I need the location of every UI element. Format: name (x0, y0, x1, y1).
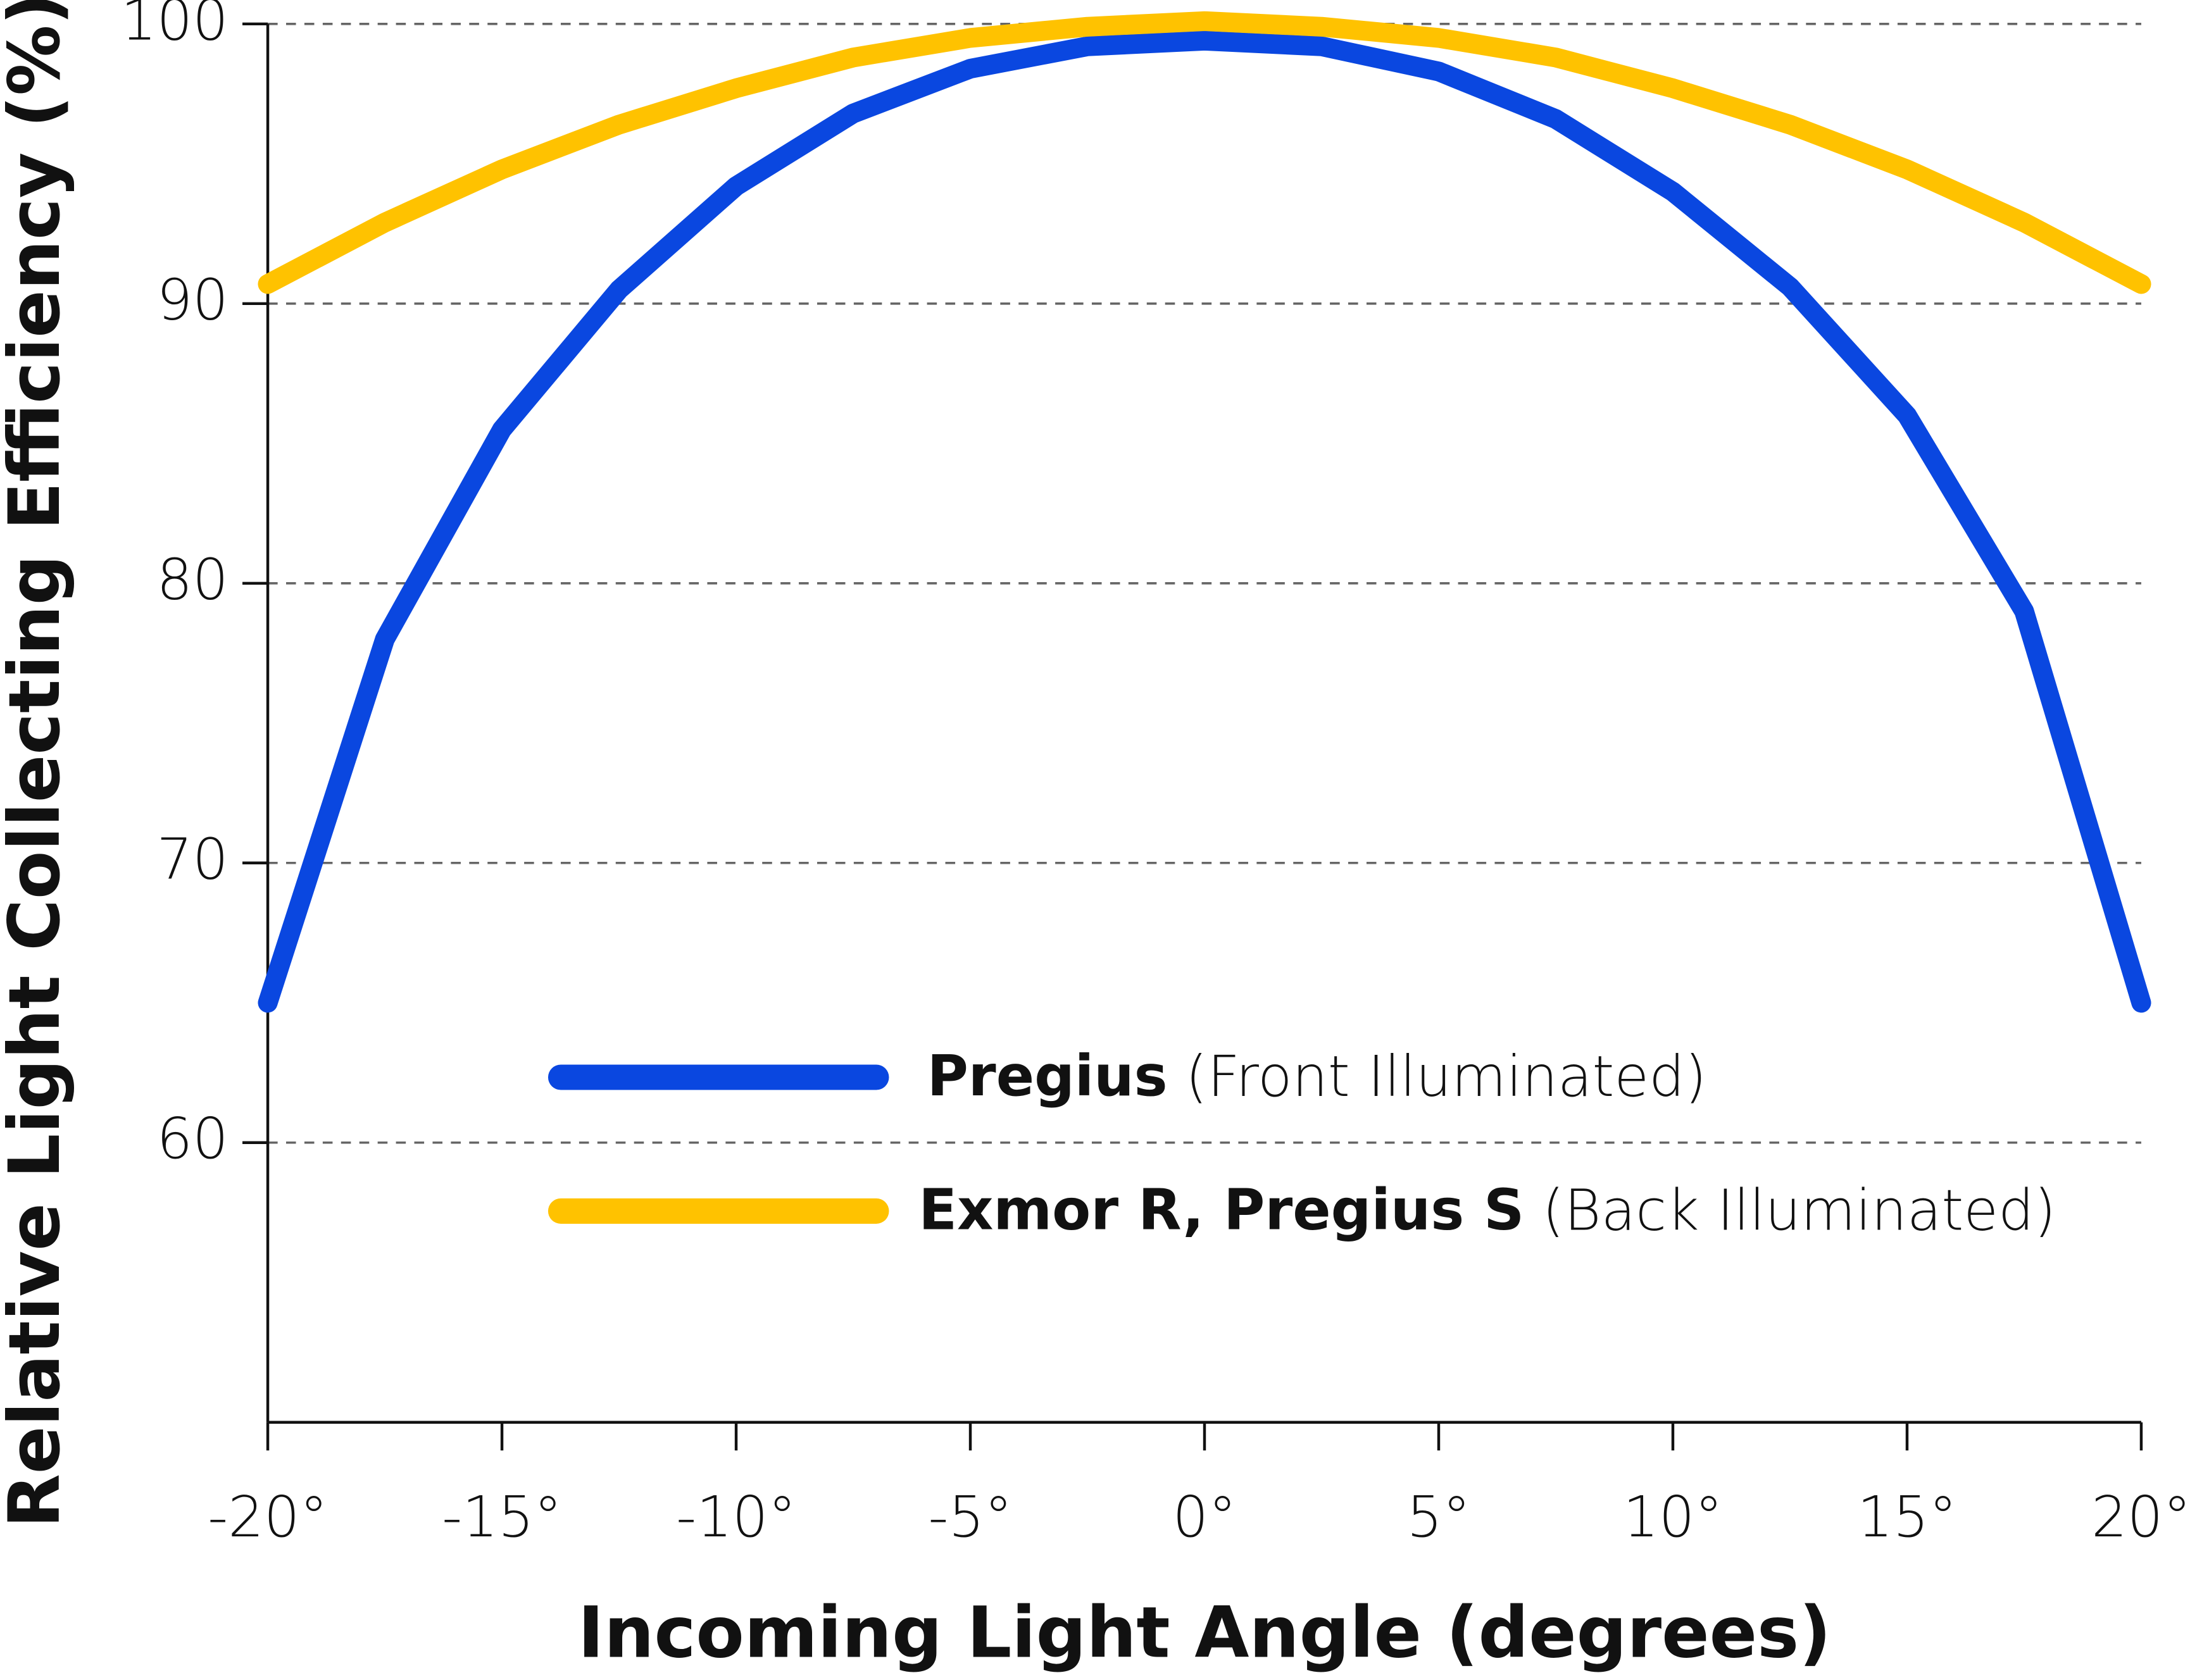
y-tick-label: 90 (157, 266, 228, 332)
x-axis-title: Incoming Light Angle (degrees) (578, 1593, 1831, 1674)
x-tick-label: -5° (928, 1484, 1012, 1550)
legend-label: Pregius (Front Illuminated) (927, 1043, 1707, 1109)
x-tick-label: 20° (2091, 1484, 2191, 1550)
y-tick-label: 100 (121, 0, 228, 53)
x-tick-label: 5° (1406, 1484, 1470, 1550)
legend-description: (Front Illuminated) (1186, 1043, 1706, 1109)
series-line (258, 30, 2151, 1013)
x-tick-label: -10° (676, 1484, 796, 1550)
y-axis-title: Relative Light Collecting Efficiency (%) (0, 0, 76, 1528)
x-tick-label: -15° (442, 1484, 562, 1550)
x-tick-label: 0° (1172, 1484, 1236, 1550)
legend-name: Pregius (927, 1043, 1168, 1109)
series-line (258, 11, 2151, 294)
legend-description: (Back Illuminated) (1543, 1177, 2056, 1243)
legend-name: Exmor R, Pregius S (918, 1177, 1524, 1243)
x-tick-label: 10° (1623, 1484, 1723, 1550)
x-tick-label: -20° (208, 1484, 328, 1550)
legend-label: Exmor R, Pregius S (Back Illuminated) (918, 1177, 2056, 1243)
x-tick-label: 15° (1857, 1484, 1957, 1550)
y-tick-label: 70 (157, 826, 228, 892)
y-tick-label: 60 (157, 1105, 228, 1171)
y-tick-label: 80 (157, 546, 228, 612)
